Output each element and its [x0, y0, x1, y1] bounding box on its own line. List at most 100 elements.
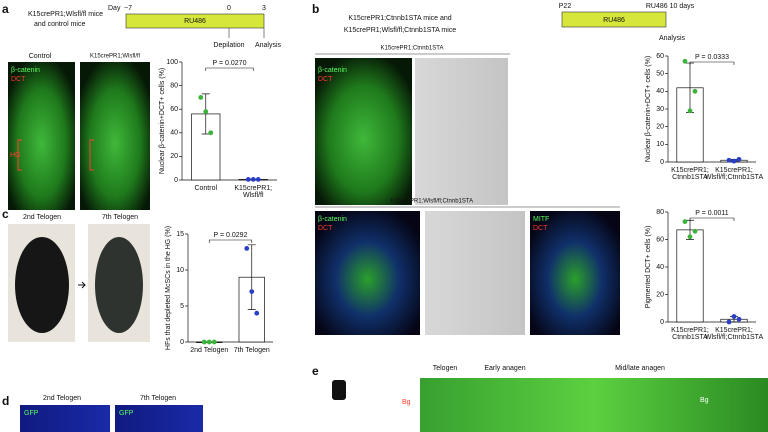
stain-label: β-catenin	[318, 216, 347, 223]
y-tick-label: 80	[170, 82, 178, 89]
stain-label: DCT	[318, 76, 333, 83]
x-tick-label-line: K15crePR1;	[671, 167, 709, 174]
y-tick-label: 40	[656, 88, 664, 95]
x-tick-label-line: Ctnnb1STA	[672, 174, 708, 181]
data-point	[250, 177, 256, 182]
image-label: 7th Telogen	[102, 214, 138, 221]
panel-label: c	[2, 207, 9, 221]
x-tick-label: K15crePR1; Wlsfl/fl	[234, 185, 272, 199]
timeline-label: 0	[227, 5, 231, 12]
p-value: P = 0.0270	[213, 60, 247, 67]
x-tick-label-line: K15crePR1;	[715, 327, 753, 334]
x-tick-label: Control	[194, 185, 217, 192]
data-point	[726, 157, 732, 163]
y-tick-label: 40	[170, 130, 178, 137]
significance-bracket	[208, 239, 253, 243]
mice-label: K15crePR1;Wlsfl/fl;Ctnnb1STA mice	[344, 27, 456, 34]
y-tick-label: 60	[170, 106, 178, 113]
y-tick-label: 0	[180, 339, 184, 346]
panel-label: d	[2, 394, 9, 408]
data-point	[692, 228, 698, 234]
x-tick-label-line: K15crePR1;	[671, 327, 709, 334]
timeline-label: P22	[559, 3, 572, 10]
timeline-event: Analysis	[255, 42, 282, 49]
region-label: Bg	[402, 399, 411, 406]
x-tick-label: 2nd Telogen	[190, 347, 228, 354]
significance-bracket	[689, 61, 735, 65]
timeline-label: Day	[108, 5, 121, 12]
timeline-label: RU486 10 days	[646, 3, 695, 10]
micrograph	[80, 62, 150, 210]
section-header: K15crePR1;Wlsfl/fl;Ctnnb1STA	[391, 199, 473, 205]
timeline-bar	[125, 13, 265, 29]
significance-bracket	[205, 67, 254, 71]
y-tick-label: 0	[660, 159, 664, 166]
y-tick-label: 5	[180, 303, 184, 310]
y-axis-label: HFs that depleted McSCs in the HG (%)	[165, 226, 172, 350]
data-point	[731, 314, 737, 319]
x-tick-label-line: Wlsfl/fl;Ctnnb1STA	[705, 334, 764, 341]
timeline-label: −7	[124, 5, 132, 12]
stain-label: MITF	[533, 216, 549, 223]
stain-label: GFP	[24, 410, 39, 417]
bar	[676, 229, 704, 323]
y-axis-label: Nuclear β-catenin+DCT+ cells (%)	[645, 56, 652, 162]
y-tick-label: 30	[656, 106, 664, 113]
image-label: 7th Telogen	[140, 395, 176, 402]
icon	[332, 380, 346, 400]
significance-bracket	[689, 217, 735, 221]
mice-label: K15crePR1;Ctnnb1STA mice and	[348, 15, 451, 22]
data-point	[687, 108, 693, 114]
data-point	[198, 95, 204, 100]
y-tick-label: 80	[656, 209, 664, 216]
data-point	[682, 58, 688, 64]
y-tick-label: 20	[170, 153, 178, 160]
mice-label: and control mice	[34, 21, 85, 28]
y-tick-label: 10	[656, 141, 664, 148]
micrograph	[20, 405, 110, 432]
micrograph	[425, 211, 525, 335]
data-point	[736, 156, 742, 162]
x-tick-label: K15crePR1; Wlsfl/fl;Ctnnb1STA	[705, 167, 764, 181]
y-tick-label: 20	[656, 124, 664, 131]
data-point	[692, 88, 698, 94]
p-value: P = 0.0011	[695, 210, 729, 217]
stain-label: GFP	[119, 410, 134, 417]
data-point	[254, 310, 260, 316]
arrow	[78, 281, 86, 289]
x-tick-label: K15crePR1; Wlsfl/fl;Ctnnb1STA	[705, 327, 764, 341]
micrograph-strip	[420, 378, 768, 432]
data-point	[687, 234, 693, 240]
y-tick-label: 0	[174, 177, 178, 184]
x-tick-label-line: Ctnnb1STA	[672, 334, 708, 341]
x-tick-label-line: Wlsfl/fl;Ctnnb1STA	[705, 174, 764, 181]
panel-label: a	[2, 2, 9, 16]
image-label: K15crePR1;Wlsfl/fl	[90, 54, 140, 60]
x-tick-label-line: K15crePR1;	[715, 167, 753, 174]
y-tick-label: 15	[176, 231, 184, 238]
micrograph	[8, 62, 75, 210]
error-bar	[247, 244, 256, 310]
stain-label: DCT	[533, 225, 548, 232]
data-point	[736, 316, 742, 322]
micrograph	[415, 58, 508, 205]
data-point	[244, 246, 250, 251]
y-tick-label: 0	[660, 319, 664, 326]
data-point	[206, 339, 212, 345]
panel-label: b	[312, 2, 319, 16]
stage-label: Early anagen	[484, 365, 525, 372]
image-label: Control	[29, 53, 52, 60]
stain-label: DCT	[318, 225, 333, 232]
micrograph	[315, 58, 412, 205]
y-tick-label: 40	[656, 264, 664, 271]
x-tick-label-line: Wlsfl/fl	[243, 192, 264, 199]
data-point	[211, 339, 217, 345]
section-header: K15crePR1;Ctnnb1STA	[381, 46, 444, 52]
stage-label: Mid/late anagen	[615, 365, 665, 372]
x-tick-label: K15crePR1; Ctnnb1STA	[671, 167, 709, 181]
data-point	[245, 177, 251, 182]
x-tick-label: K15crePR1; Ctnnb1STA	[671, 327, 709, 341]
data-point	[726, 319, 732, 325]
y-tick-label: 50	[656, 71, 664, 78]
